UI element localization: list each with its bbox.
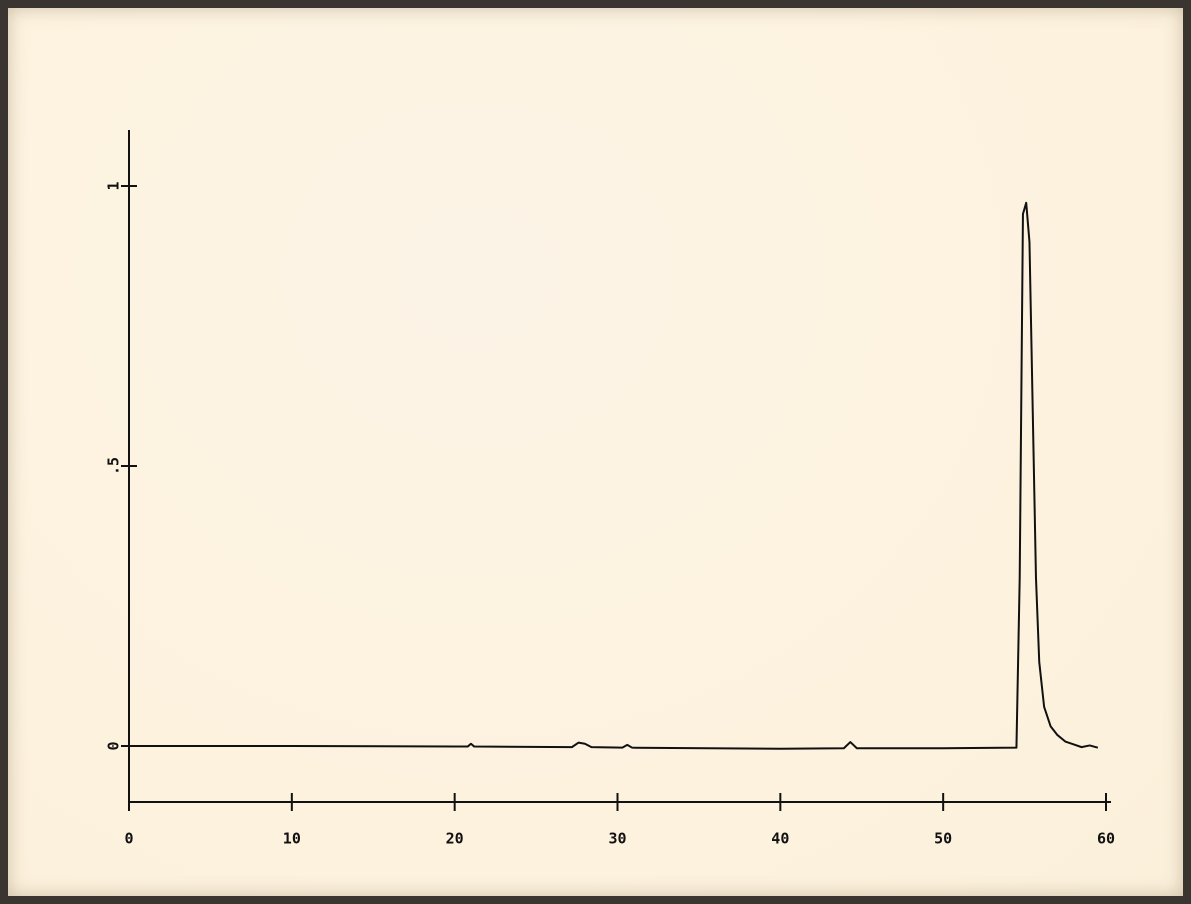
x-tick-label: 20 [446,830,464,848]
y-tick-label: 1 [105,181,123,190]
x-tick-label: 60 [1097,830,1115,848]
x-tick-label: 30 [608,830,626,848]
y-tick-label: 0 [105,741,123,750]
x-tick-label: 0 [124,830,133,848]
x-tick-label: 40 [771,830,789,848]
data-line [129,201,1099,750]
y-tick-label: .5 [105,457,123,475]
x-tick-label: 50 [934,830,952,848]
x-tick-label: 10 [283,830,301,848]
